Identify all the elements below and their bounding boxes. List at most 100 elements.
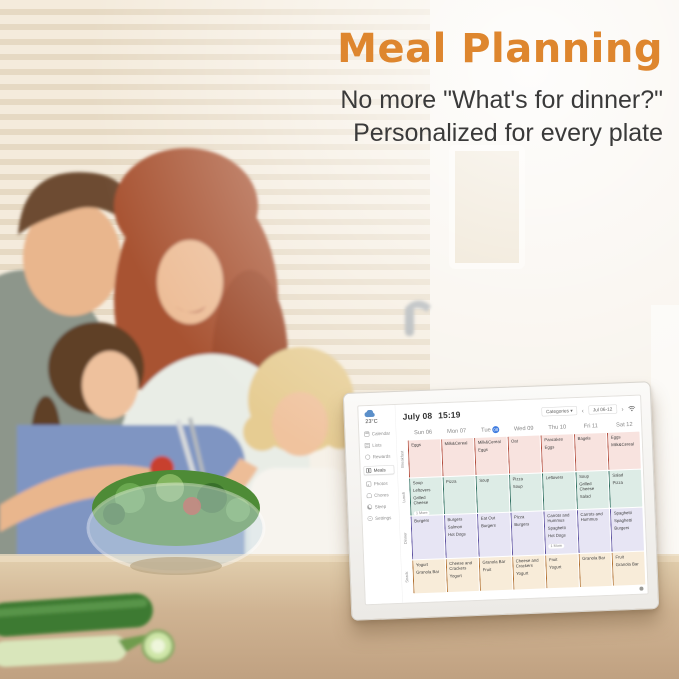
meal-cell-lunch-wed[interactable]: Pizza Soup: [508, 473, 543, 512]
meal-item[interactable]: Granola Bar: [615, 561, 639, 568]
meal-item[interactable]: Fruit: [548, 556, 558, 563]
day-header-wed[interactable]: Wed 09: [507, 425, 541, 432]
meal-item[interactable]: 1 More: [413, 510, 430, 516]
meal-item[interactable]: Salmon: [447, 524, 463, 530]
meal-cell-dinner-mon[interactable]: Burgers Salmon Hot Dogs: [443, 513, 478, 559]
meal-item[interactable]: Yogurt: [516, 570, 529, 576]
sidebar-item-settings[interactable]: Settings: [367, 515, 396, 522]
meal-cell-dinner-fri[interactable]: Carrots and Hummus: [576, 508, 611, 554]
meal-item[interactable]: Granola Bar: [416, 568, 440, 575]
meal-cell-snack-mon[interactable]: Cheese and Crackers Yogurt: [445, 557, 480, 593]
meal-item[interactable]: Yogurt: [415, 561, 429, 568]
meal-cell-dinner-sun[interactable]: Burgers: [410, 515, 445, 560]
meal-cell-lunch-mon[interactable]: Pizza: [442, 475, 477, 515]
meal-item[interactable]: Milk&Cereal: [611, 441, 635, 448]
meal-item[interactable]: Eggs: [544, 444, 555, 450]
week-range-selector[interactable]: Jul 06-12: [588, 404, 618, 415]
meal-cell-breakfast-sun[interactable]: Eggs: [407, 439, 442, 478]
meal-cell-lunch-tue[interactable]: Soup: [475, 474, 510, 513]
meal-item[interactable]: Hot Dogs: [547, 532, 566, 539]
prev-week-button[interactable]: ‹: [581, 406, 585, 415]
meal-item[interactable]: Leftovers: [545, 474, 564, 481]
meal-item[interactable]: Eggs: [610, 434, 621, 440]
meal-cell-snack-fri[interactable]: Granola Bar: [578, 552, 613, 588]
sidebar-item-chores[interactable]: Chores: [366, 492, 396, 499]
meal-item[interactable]: Granola Bar: [482, 558, 506, 565]
meal-item[interactable]: Eggs: [477, 446, 488, 453]
meal-item[interactable]: Soup: [479, 477, 490, 483]
sidebar-item-lists[interactable]: Lists: [364, 442, 394, 449]
meal-cell-snack-sun[interactable]: Yogurt Granola Bar: [412, 559, 446, 594]
meal-cell-dinner-sat[interactable]: Spaghetti Spaghetti Burgers: [610, 507, 644, 552]
meal-item[interactable]: Spaghetti: [613, 517, 633, 524]
meal-cell-lunch-thu[interactable]: Leftovers: [542, 472, 576, 511]
meal-item[interactable]: 1 More: [548, 543, 565, 549]
next-week-button[interactable]: ›: [621, 404, 624, 413]
meal-item[interactable]: Pancakes: [544, 436, 564, 443]
meal-cell-breakfast-sat[interactable]: Eggs Milk&Cereal: [607, 431, 641, 470]
meal-item[interactable]: Burgers: [414, 517, 430, 524]
meal-cell-dinner-thu[interactable]: Carrots and Hummus Spaghetti Hot Dogs 1 Mor…: [543, 510, 578, 555]
meal-item[interactable]: Spaghetti: [547, 525, 566, 531]
meal-item[interactable]: Leftovers: [412, 487, 431, 493]
meal-item[interactable]: Pizza: [512, 476, 524, 482]
meal-cell-snack-thu[interactable]: Fruit Yogurt: [545, 554, 579, 589]
meal-item[interactable]: Spaghetti: [613, 509, 632, 516]
meal-item[interactable]: Fruit: [482, 566, 492, 573]
meal-item[interactable]: Cheese and Crackers: [449, 560, 473, 572]
meal-item[interactable]: Burgers: [447, 516, 463, 523]
meal-item[interactable]: Yogurt: [449, 573, 462, 579]
meal-cell-dinner-tue[interactable]: Eat Out Burgers: [477, 512, 511, 557]
meal-item[interactable]: Soup: [412, 479, 423, 486]
meal-item[interactable]: Pizza: [445, 478, 457, 485]
meal-cell-breakfast-wed[interactable]: Oat: [507, 435, 542, 474]
meal-cell-lunch-sun[interactable]: Soup Leftovers Grilled Cheese 1 More: [409, 477, 443, 516]
meal-cell-breakfast-tue[interactable]: Milk&Cereal Eggs: [474, 436, 508, 475]
meal-cell-breakfast-fri[interactable]: Bagels: [573, 432, 608, 472]
meal-item[interactable]: Grilled Cheese: [413, 494, 429, 506]
meal-cell-breakfast-thu[interactable]: Pancakes Eggs: [540, 434, 575, 473]
sidebar-item-meals[interactable]: Meals: [363, 465, 395, 476]
day-header-sat[interactable]: Sat 12: [607, 421, 641, 428]
meal-item[interactable]: Soup: [512, 483, 523, 490]
meal-cell-dinner-wed[interactable]: Pizza Burgers: [510, 511, 545, 556]
meal-item[interactable]: Granola Bar: [582, 555, 606, 561]
sidebar-item-sleep[interactable]: Sleep: [367, 504, 396, 510]
meal-item[interactable]: Grilled Cheese: [579, 481, 595, 492]
meal-item[interactable]: Burgers: [514, 521, 530, 528]
categories-dropdown[interactable]: Categories ▾: [541, 406, 578, 417]
meal-item[interactable]: Bagels: [577, 435, 591, 442]
sidebar-item-photos[interactable]: Photos: [366, 481, 395, 487]
meal-cell-breakfast-mon[interactable]: Milk&Cereal: [440, 438, 475, 477]
day-header-thu[interactable]: Thu 10: [540, 424, 574, 431]
meal-cell-lunch-fri[interactable]: Soup Grilled Cheese Salad: [575, 470, 610, 510]
meal-item[interactable]: Burgers: [480, 522, 496, 529]
meal-item[interactable]: Carrots and Hummus: [547, 512, 570, 524]
meal-item[interactable]: Cheese and Crackers: [515, 557, 539, 569]
day-header-tue[interactable]: Tue 08: [473, 426, 507, 434]
meal-item[interactable]: Burgers: [614, 525, 630, 531]
meal-item[interactable]: Salad: [579, 493, 591, 499]
meal-cell-snack-wed[interactable]: Cheese and Crackers Yogurt: [511, 555, 546, 590]
meal-item[interactable]: Fruit: [615, 554, 625, 560]
meal-item[interactable]: Pizza: [612, 479, 624, 486]
meal-item[interactable]: Hot Dogs: [447, 531, 466, 538]
sidebar-item-rewards[interactable]: Rewards: [365, 454, 394, 460]
meal-item[interactable]: Soup: [578, 473, 590, 479]
meal-item[interactable]: Yogurt: [549, 564, 562, 570]
day-header-sun[interactable]: Sun 06: [406, 429, 440, 436]
meal-item[interactable]: Milk&Cereal: [477, 438, 501, 445]
meal-item[interactable]: Eat Out: [480, 515, 496, 521]
sidebar-item-calendar[interactable]: Calendar: [364, 431, 393, 437]
meal-cell-snack-sat[interactable]: Fruit Granola Bar: [611, 551, 646, 586]
meal-cell-snack-tue[interactable]: Granola Bar Fruit: [478, 556, 513, 591]
day-header-fri[interactable]: Fri 11: [574, 422, 608, 430]
meal-cell-lunch-sat[interactable]: Salad Pizza: [608, 469, 643, 508]
meal-item[interactable]: Salad: [612, 472, 624, 478]
meal-item[interactable]: Milk&Cereal: [444, 440, 468, 447]
meal-item[interactable]: Carrots and Hummus: [580, 511, 603, 522]
meal-item[interactable]: Oat: [510, 438, 519, 444]
meal-item[interactable]: Pizza: [513, 514, 525, 520]
meal-item[interactable]: Eggs: [411, 442, 422, 448]
day-header-mon[interactable]: Mon 07: [440, 428, 474, 435]
